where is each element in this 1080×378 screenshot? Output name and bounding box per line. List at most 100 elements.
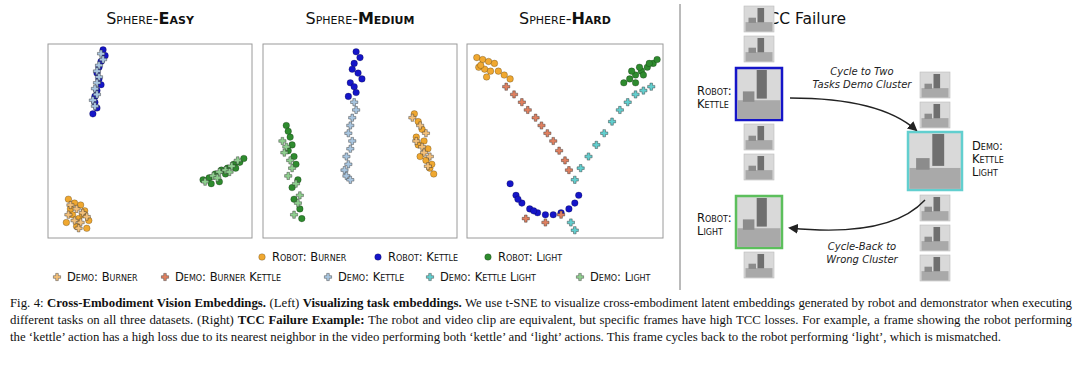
- node-label-line: Light: [972, 165, 998, 179]
- point: [420, 149, 427, 156]
- series: [65, 201, 91, 231]
- point: [287, 134, 294, 141]
- frame-object: [925, 84, 933, 89]
- plot-frame: [467, 44, 663, 238]
- node-label-line: Kettle: [972, 152, 1004, 166]
- point: [417, 122, 424, 129]
- point: [626, 76, 633, 83]
- point: [287, 157, 294, 164]
- frame-bg: [736, 196, 782, 248]
- point: [577, 165, 584, 172]
- point: [422, 130, 429, 137]
- node-label-line: Demo:: [972, 139, 1003, 153]
- legend-marker: [485, 254, 492, 261]
- video-frame: [920, 72, 950, 98]
- series: [90, 47, 109, 118]
- series: [474, 54, 514, 82]
- frame-bg: [744, 6, 774, 32]
- point: [640, 72, 647, 79]
- video-frame: [920, 225, 950, 251]
- frame-object: [749, 48, 757, 53]
- series: [621, 56, 661, 86]
- frame-arm: [757, 198, 767, 227]
- plot-frame: [263, 44, 457, 238]
- video-frame: [920, 255, 950, 281]
- arrow-label-line: Cycle to Two: [830, 66, 893, 77]
- caption-segment: TCC Failure Example:: [238, 313, 365, 327]
- point: [413, 137, 420, 144]
- frame-counter: [922, 271, 949, 280]
- point: [430, 171, 437, 178]
- point: [561, 157, 568, 164]
- title-prefix: Sphere-: [519, 9, 571, 28]
- legend-marker: [576, 273, 583, 280]
- point: [567, 219, 574, 226]
- video-frame: [920, 195, 950, 221]
- point: [646, 60, 653, 67]
- panel-title: Sphere-Medium: [306, 9, 415, 28]
- point: [628, 68, 635, 75]
- legend-marker: [375, 254, 382, 261]
- point: [556, 147, 563, 154]
- frame-arm: [758, 156, 765, 170]
- frame-object: [749, 136, 757, 141]
- frame-arm: [757, 70, 767, 99]
- frame-counter: [746, 52, 773, 61]
- point: [347, 122, 354, 129]
- points-group: [63, 47, 247, 232]
- point: [234, 157, 241, 164]
- legend-label: Demo: Kettle: [338, 270, 404, 284]
- point: [83, 225, 90, 232]
- frame-bg: [744, 154, 774, 180]
- title-prefix: Sphere-: [106, 9, 158, 28]
- frame-counter: [910, 168, 961, 189]
- series: [567, 83, 655, 234]
- node-label: Robot:Kettle: [697, 84, 732, 111]
- plot-frame: [48, 44, 252, 238]
- caption-segment: Fig. 4:: [10, 296, 47, 310]
- point: [83, 213, 90, 220]
- frame-object: [743, 91, 755, 101]
- frame-arm: [758, 126, 765, 140]
- point: [65, 211, 72, 218]
- frame-arm: [932, 134, 944, 166]
- point: [550, 211, 557, 218]
- point: [285, 172, 292, 179]
- frame-counter: [922, 211, 949, 220]
- point: [507, 180, 514, 187]
- point: [349, 114, 356, 121]
- frame-counter: [746, 170, 773, 179]
- point: [621, 80, 628, 87]
- point: [575, 192, 582, 199]
- caption-segment: Cross-Embodiment Vision Embeddings.: [47, 296, 266, 310]
- point: [353, 89, 360, 96]
- point: [608, 118, 615, 125]
- point: [636, 64, 643, 71]
- point: [538, 122, 545, 129]
- frame-bg: [744, 36, 774, 62]
- point: [63, 219, 70, 226]
- point: [343, 153, 350, 160]
- point: [289, 165, 296, 172]
- series: [200, 155, 247, 187]
- frame-counter: [746, 268, 773, 277]
- frame-arm: [934, 227, 941, 241]
- frame-object: [916, 158, 930, 170]
- frame-arm: [934, 257, 941, 271]
- panel-title: Sphere-Easy: [106, 9, 195, 28]
- frame-object: [925, 237, 933, 242]
- series: [409, 114, 434, 170]
- point: [290, 211, 297, 218]
- point: [91, 102, 98, 109]
- point: [593, 141, 600, 148]
- node-label-line: Robot:: [697, 84, 732, 98]
- point: [624, 99, 631, 106]
- caption-segment: (Left): [266, 296, 303, 310]
- point: [214, 174, 221, 181]
- title-emphasis: Medium: [358, 9, 415, 28]
- point: [565, 167, 572, 174]
- frame-counter: [922, 241, 949, 250]
- title-prefix: Sphere-: [306, 9, 358, 28]
- point: [503, 83, 510, 90]
- point: [572, 200, 579, 207]
